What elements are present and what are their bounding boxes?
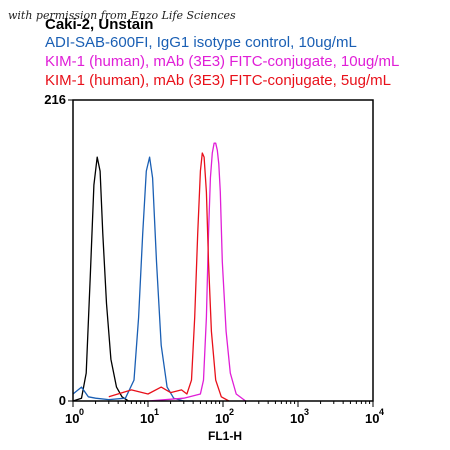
- series-line-2: [147, 142, 246, 402]
- plot-frame: [72, 99, 374, 402]
- legend-isotype-control: ADI-SAB-600FI, IgG1 isotype control, 10u…: [45, 34, 357, 51]
- y-tick-label: 216: [44, 92, 66, 107]
- x-tick-label: 10: [65, 411, 79, 426]
- x-tick-exponent: 0: [79, 407, 84, 417]
- x-axis-title: FL1-H: [208, 429, 242, 443]
- legend-caki2-unstain: Caki-2, Unstain: [45, 16, 154, 33]
- watermark-text: with permission from Enzo Life Sciences: [8, 9, 236, 22]
- x-tick-label: 10: [215, 411, 229, 426]
- series-line-1: [72, 156, 194, 402]
- x-tick-label: 10: [365, 411, 379, 426]
- x-tick-exponent: 1: [154, 407, 159, 417]
- series-line-3: [108, 152, 230, 402]
- x-tick-label: 10: [140, 411, 154, 426]
- legend-kim1-5ug: KIM-1 (human), mAb (3E3) FITC-conjugate,…: [45, 72, 391, 89]
- legend-kim1-10ug: KIM-1 (human), mAb (3E3) FITC-conjugate,…: [45, 53, 400, 70]
- x-tick-exponent: 2: [229, 407, 234, 417]
- x-tick-label: 10: [290, 411, 304, 426]
- series-layer: [72, 142, 246, 402]
- x-tick-exponent: 3: [304, 407, 309, 417]
- x-tick-exponent: 4: [379, 407, 384, 417]
- series-line-0: [72, 156, 148, 402]
- y-tick-label: 0: [59, 393, 66, 408]
